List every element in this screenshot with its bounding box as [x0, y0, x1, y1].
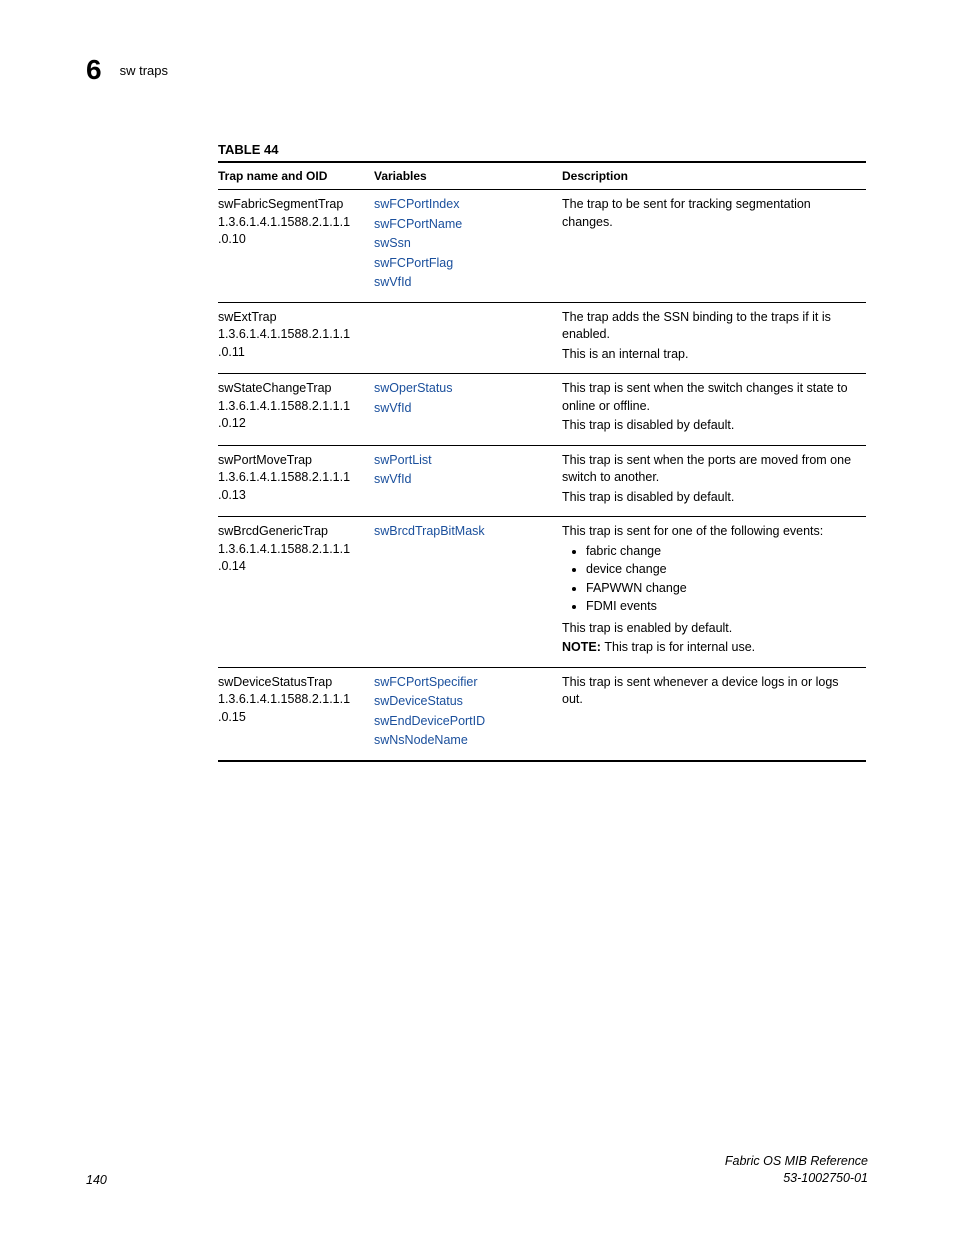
traps-table: Trap name and OID Variables Description …	[218, 161, 866, 762]
cell-desc: This trap is sent when the switch change…	[562, 374, 866, 446]
var-link[interactable]: swVfId	[374, 274, 552, 292]
var-link[interactable]: swFCPortFlag	[374, 255, 552, 273]
var-link[interactable]: swVfId	[374, 400, 552, 418]
cell-desc: This trap is sent whenever a device logs…	[562, 667, 866, 761]
desc-bullet-list: fabric changedevice changeFAPWWN changeF…	[586, 543, 856, 616]
trap-oid-line2: .0.12	[218, 415, 364, 433]
desc-text: This trap is sent whenever a device logs…	[562, 674, 856, 709]
desc-bullet: FAPWWN change	[586, 580, 856, 598]
footer-right: Fabric OS MIB Reference 53-1002750-01	[725, 1153, 868, 1187]
table-header-row: Trap name and OID Variables Description	[218, 162, 866, 190]
cell-vars: swOperStatus swVfId	[374, 374, 562, 446]
page-header: 6 sw traps	[86, 54, 868, 86]
trap-oid-line1: 1.3.6.1.4.1.1588.2.1.1.1	[218, 541, 364, 559]
col-header-name: Trap name and OID	[218, 162, 374, 190]
cell-name: swPortMoveTrap1.3.6.1.4.1.1588.2.1.1.1.0…	[218, 445, 374, 517]
cell-vars: swPortListswVfId	[374, 445, 562, 517]
desc-text: This trap is sent for one of the followi…	[562, 523, 856, 541]
cell-vars: swBrcdTrapBitMask	[374, 517, 562, 668]
cell-name: swExtTrap1.3.6.1.4.1.1588.2.1.1.1.0.11	[218, 302, 374, 374]
cell-desc: This trap is sent when the ports are mov…	[562, 445, 866, 517]
section-title: sw traps	[120, 63, 168, 78]
var-link[interactable]: swFCPortSpecifier	[374, 674, 552, 692]
trap-name: swDeviceStatusTrap	[218, 674, 364, 692]
trap-name: swFabricSegmentTrap	[218, 196, 364, 214]
trap-oid-line2: .0.15	[218, 709, 364, 727]
trap-oid-line1: 1.3.6.1.4.1.1588.2.1.1.1	[218, 469, 364, 487]
cell-vars: swFCPortSpecifierswDeviceStatus swEndDevi…	[374, 667, 562, 761]
doc-number: 53-1002750-01	[725, 1170, 868, 1187]
trap-name: swPortMoveTrap	[218, 452, 364, 470]
desc-bullet: FDMI events	[586, 598, 856, 616]
desc-note: NOTE: This trap is for internal use.	[562, 639, 856, 657]
cell-vars	[374, 302, 562, 374]
trap-name: swExtTrap	[218, 309, 364, 327]
var-list: swFCPortSpecifierswDeviceStatus swEndDevi…	[374, 674, 552, 750]
table-container: TABLE 44 Trap name and OID Variables Des…	[218, 142, 866, 762]
cell-name: swFabricSegmentTrap1.3.6.1.4.1.1588.2.1.…	[218, 190, 374, 303]
var-list: swPortListswVfId	[374, 452, 552, 489]
desc-text: This trap is enabled by default.	[562, 620, 856, 638]
trap-name: swStateChangeTrap	[218, 380, 364, 398]
cell-desc: The trap adds the SSN binding to the tra…	[562, 302, 866, 374]
var-link[interactable]: swFCPortIndex	[374, 196, 552, 214]
trap-oid-line2: .0.10	[218, 231, 364, 249]
var-link[interactable]: swSsn	[374, 235, 552, 253]
page: 6 sw traps TABLE 44 Trap name and OID Va…	[0, 0, 954, 1235]
cell-name: swDeviceStatusTrap1.3.6.1.4.1.1588.2.1.1…	[218, 667, 374, 761]
desc-bullet: device change	[586, 561, 856, 579]
desc-text: This trap is sent when the ports are mov…	[562, 452, 856, 487]
note-label: NOTE:	[562, 640, 604, 654]
var-list: swFCPortIndex swFCPortNameswSsn swFCPortFl…	[374, 196, 552, 292]
cell-desc: The trap to be sent for tracking segment…	[562, 190, 866, 303]
table-row: swPortMoveTrap1.3.6.1.4.1.1588.2.1.1.1.0…	[218, 445, 866, 517]
desc-text: This trap is sent when the switch change…	[562, 380, 856, 415]
var-list: swOperStatus swVfId	[374, 380, 552, 417]
var-link[interactable]: swNsNodeName	[374, 732, 552, 750]
trap-oid-line1: 1.3.6.1.4.1.1588.2.1.1.1	[218, 398, 364, 416]
cell-desc: This trap is sent for one of the followi…	[562, 517, 866, 668]
var-link[interactable]: swFCPortName	[374, 216, 552, 234]
table-row: swFabricSegmentTrap1.3.6.1.4.1.1588.2.1.…	[218, 190, 866, 303]
var-link[interactable]: swVfId	[374, 471, 552, 489]
cell-name: swStateChangeTrap1.3.6.1.4.1.1588.2.1.1.…	[218, 374, 374, 446]
trap-oid-line2: .0.13	[218, 487, 364, 505]
desc-bullet: fabric change	[586, 543, 856, 561]
var-link[interactable]: swOperStatus	[374, 380, 552, 398]
trap-oid-line1: 1.3.6.1.4.1.1588.2.1.1.1	[218, 691, 364, 709]
col-header-vars: Variables	[374, 162, 562, 190]
var-link[interactable]: swPortList	[374, 452, 552, 470]
desc-text: The trap to be sent for tracking segment…	[562, 196, 856, 231]
desc-text: This trap is disabled by default.	[562, 417, 856, 435]
cell-name: swBrcdGenericTrap1.3.6.1.4.1.1588.2.1.1.…	[218, 517, 374, 668]
table-body: swFabricSegmentTrap1.3.6.1.4.1.1588.2.1.…	[218, 190, 866, 761]
desc-text: This trap is disabled by default.	[562, 489, 856, 507]
trap-oid-line2: .0.14	[218, 558, 364, 576]
trap-oid-line1: 1.3.6.1.4.1.1588.2.1.1.1	[218, 214, 364, 232]
var-link[interactable]: swEndDevicePortID	[374, 713, 552, 731]
page-footer: 140 Fabric OS MIB Reference 53-1002750-0…	[86, 1153, 868, 1187]
cell-vars: swFCPortIndex swFCPortNameswSsn swFCPortFl…	[374, 190, 562, 303]
doc-title: Fabric OS MIB Reference	[725, 1153, 868, 1170]
table-row: swExtTrap1.3.6.1.4.1.1588.2.1.1.1.0.11 Th…	[218, 302, 866, 374]
trap-oid-line2: .0.11	[218, 344, 364, 362]
col-header-desc: Description	[562, 162, 866, 190]
var-list: swBrcdTrapBitMask	[374, 523, 552, 541]
var-link[interactable]: swDeviceStatus	[374, 693, 552, 711]
table-caption: TABLE 44	[218, 142, 866, 157]
note-text: This trap is for internal use.	[604, 640, 755, 654]
desc-text: The trap adds the SSN binding to the tra…	[562, 309, 856, 344]
table-row: swStateChangeTrap1.3.6.1.4.1.1588.2.1.1.…	[218, 374, 866, 446]
trap-name: swBrcdGenericTrap	[218, 523, 364, 541]
page-number: 140	[86, 1173, 107, 1187]
desc-text: This is an internal trap.	[562, 346, 856, 364]
table-row: swBrcdGenericTrap1.3.6.1.4.1.1588.2.1.1.…	[218, 517, 866, 668]
chapter-number: 6	[86, 54, 102, 86]
table-row: swDeviceStatusTrap1.3.6.1.4.1.1588.2.1.1…	[218, 667, 866, 761]
var-link[interactable]: swBrcdTrapBitMask	[374, 523, 552, 541]
trap-oid-line1: 1.3.6.1.4.1.1588.2.1.1.1	[218, 326, 364, 344]
